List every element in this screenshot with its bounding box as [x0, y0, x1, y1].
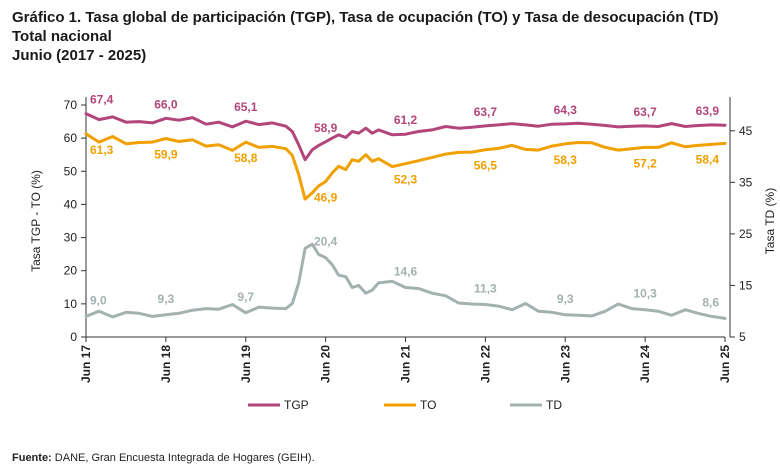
- line-chart: 0 10 20 30 40 50 60 70 5 15 25 35 45 Jun 17 Jun 18 Jun …: [29, 93, 777, 412]
- right-y-tick-label: 25: [739, 227, 753, 241]
- left-y-tick-label: 40: [64, 197, 78, 211]
- data-label-tgp: 61,2: [394, 113, 418, 127]
- x-tick-label: Jun 21: [399, 345, 413, 383]
- x-tick-label: Jun 19: [239, 345, 253, 383]
- data-label-td: 8,6: [702, 295, 719, 309]
- left-y-tick-label: 0: [70, 330, 77, 344]
- data-label-to: 46,9: [314, 191, 338, 205]
- data-label-to: 61,3: [90, 143, 114, 157]
- data-label-tgp: 63,7: [633, 105, 657, 119]
- x-tick-label: Jun 25: [718, 345, 732, 383]
- data-label-to: 58,8: [234, 151, 258, 165]
- series-line-td: [84, 242, 727, 320]
- legend-label-tgp: TGP: [284, 398, 309, 412]
- data-label-tgp: 64,3: [554, 103, 578, 117]
- right-y-tick-label: 15: [739, 278, 753, 292]
- left-y-tick-label: 50: [64, 164, 78, 178]
- data-label-td: 11,3: [474, 282, 497, 296]
- left-y-tick-label: 70: [64, 98, 78, 112]
- title-line-3: Junio (2017 - 2025): [12, 47, 147, 64]
- data-label-td: 9,0: [90, 293, 107, 307]
- right-y-tick-label: 35: [739, 175, 753, 189]
- title-line-2: Total nacional: [12, 28, 112, 45]
- left-y-tick-label: 30: [64, 231, 78, 245]
- data-label-td: 14,6: [394, 265, 418, 279]
- left-y-axis-label: Tasa TGP - TO (%): [29, 170, 43, 272]
- data-label-to: 57,2: [633, 156, 657, 170]
- right-y-tick-label: 45: [739, 124, 753, 138]
- left-y-tick-label: 20: [64, 264, 78, 278]
- data-label-to: 58,4: [696, 152, 720, 166]
- data-label-to: 52,3: [394, 173, 418, 187]
- title-line-1: Gráfico 1. Tasa global de participación …: [12, 9, 719, 26]
- x-tick-label: Jun 20: [319, 345, 333, 383]
- data-label-tgp: 63,7: [474, 105, 498, 119]
- data-label-td: 9,3: [158, 292, 175, 306]
- data-label-td: 9,3: [557, 292, 574, 306]
- x-tick-label: Jun 24: [638, 345, 652, 383]
- data-label-tgp: 65,1: [234, 100, 258, 114]
- data-label-tgp: 58,9: [314, 121, 338, 135]
- series-line-tgp: [84, 112, 727, 162]
- data-label-to: 58,3: [554, 153, 578, 167]
- data-label-tgp: 66,0: [154, 97, 178, 111]
- chart-title: Gráfico 1. Tasa global de participación …: [12, 8, 719, 65]
- legend-label-to: TO: [420, 398, 436, 412]
- right-y-axis-label: Tasa TD (%): [763, 188, 777, 254]
- data-label-to: 59,9: [154, 147, 178, 161]
- x-tick-label: Jun 17: [79, 345, 93, 383]
- legend-label-td: TD: [546, 398, 562, 412]
- series-line-to: [84, 132, 727, 201]
- x-tick-label: Jun 23: [558, 345, 572, 383]
- source-note: Fuente: DANE, Gran Encuesta Integrada de…: [12, 452, 315, 464]
- data-label-td: 10,3: [633, 287, 657, 301]
- right-y-tick-label: 5: [739, 330, 746, 344]
- left-y-tick-label: 60: [64, 131, 78, 145]
- source-text: DANE, Gran Encuesta Integrada de Hogares…: [51, 452, 315, 464]
- x-tick-label: Jun 22: [478, 345, 492, 383]
- x-tick-label: Jun 18: [159, 345, 173, 383]
- data-label-tgp: 67,4: [90, 93, 114, 107]
- data-label-to: 56,5: [474, 159, 498, 173]
- data-label-td: 20,4: [314, 235, 338, 249]
- data-label-td: 9,7: [237, 290, 254, 304]
- data-label-tgp: 63,9: [696, 104, 720, 118]
- source-label: Fuente:: [12, 452, 52, 464]
- left-y-tick-label: 10: [64, 297, 78, 311]
